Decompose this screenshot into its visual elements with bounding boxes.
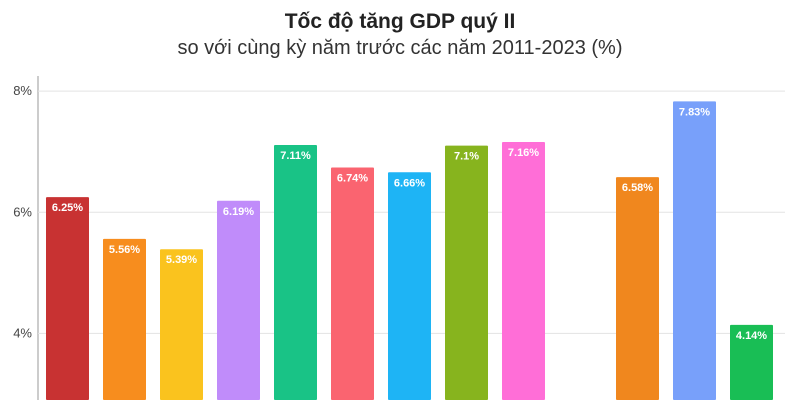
bar-value-label: 6.25% (52, 202, 83, 214)
bar (445, 145, 488, 400)
y-tick-label: 6% (13, 204, 32, 219)
bar-value-label: 7.16% (508, 147, 539, 159)
bar (46, 197, 89, 400)
bar (388, 172, 431, 400)
bar-value-label: 5.39% (166, 254, 197, 266)
bar (103, 238, 146, 400)
bar-value-label: 6.66% (394, 177, 425, 189)
chart-title: Tốc độ tăng GDP quý II (284, 10, 516, 33)
bar (502, 142, 545, 400)
bar-value-label: 7.83% (679, 106, 710, 118)
y-tick-label: 8% (13, 83, 32, 98)
bar (217, 200, 260, 400)
value-labels: 6.25% 5.56% 5.39% 6.19% 7.11% 6.74% 6.66% 7.1% 7… (52, 106, 767, 341)
bar (730, 324, 773, 400)
bar-value-label: 7.11% (280, 150, 311, 162)
bar (274, 145, 317, 400)
bar (331, 167, 374, 400)
bar-value-label: 5.56% (109, 244, 140, 256)
bar (160, 249, 203, 400)
bar (673, 101, 716, 400)
bar-value-label: 6.58% (622, 182, 653, 194)
bar-value-label: 6.74% (337, 172, 368, 184)
chart-subtitle: so với cùng kỳ năm trước các năm 2011-20… (177, 37, 623, 59)
bar-value-label: 6.19% (223, 206, 254, 218)
bar-value-label: 4.14% (736, 330, 767, 342)
y-tick-label: 4% (13, 325, 32, 340)
bars (46, 101, 773, 400)
bar-value-label: 7.1% (454, 151, 479, 163)
bar (616, 177, 659, 400)
